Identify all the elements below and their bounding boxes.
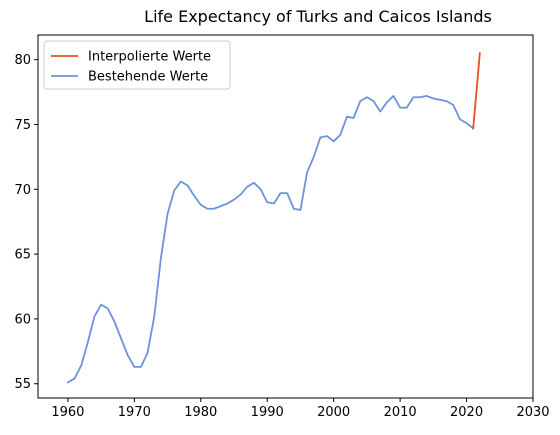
legend-label-1: Bestehende Werte [88,70,208,85]
series-line-1 [66,95,475,384]
chart-title: Life Expectancy of Turks and Caicos Isla… [144,7,492,26]
plot-frame [37,34,534,399]
series-line-0 [472,52,481,130]
y-tick-label: 60 [14,312,31,327]
y-tick-label: 75 [14,118,31,133]
y-axis: 55 60 65 70 75 80 [14,53,38,392]
legend-box [43,40,231,90]
y-tick-label: 65 [14,248,31,263]
y-tick-label: 80 [14,53,31,68]
x-tick-label: 1970 [118,405,151,420]
x-axis: 1960 1970 1980 1990 2000 2010 2020 2030 [51,398,550,420]
x-tick-label: 2010 [384,405,417,420]
x-tick-label: 2000 [317,405,350,420]
series-layer [66,52,481,384]
x-tick-label: 1980 [184,405,217,420]
legend: Interpolierte Werte Bestehende Werte [43,40,231,90]
y-tick-label: 55 [14,377,31,392]
x-tick-label: 1990 [251,405,284,420]
x-tick-label: 2030 [516,405,549,420]
x-tick-label: 2020 [450,405,483,420]
legend-label-0: Interpolierte Werte [88,50,211,65]
y-tick-label: 70 [14,183,31,198]
x-tick-label: 1960 [51,405,84,420]
